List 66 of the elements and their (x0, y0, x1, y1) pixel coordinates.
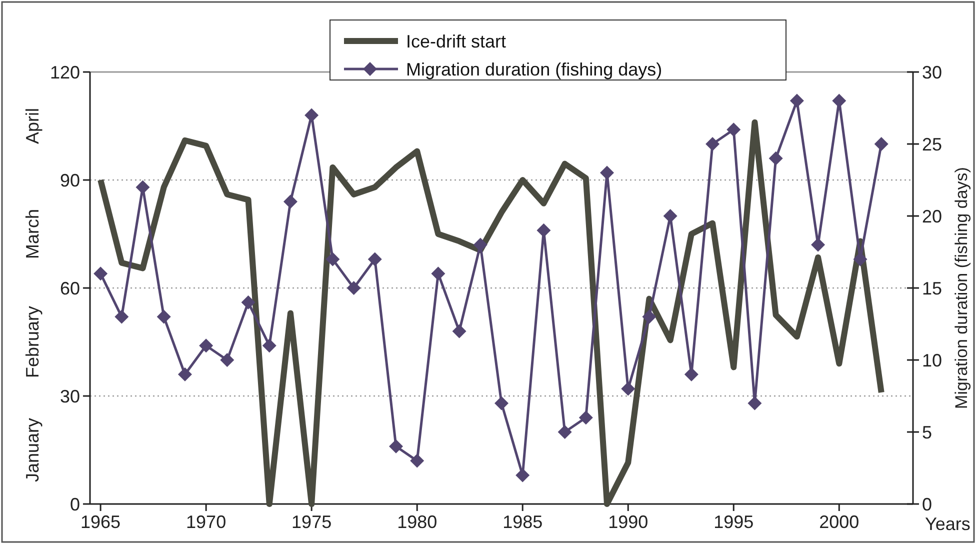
point (410, 454, 424, 468)
point (304, 108, 319, 122)
text: February (22, 306, 42, 378)
point (706, 137, 720, 151)
point (558, 425, 572, 439)
point (94, 266, 108, 281)
y-tick-label: 120 (50, 62, 80, 82)
x-tick-label: 1975 (292, 512, 332, 532)
y-tick-label: 30 (60, 386, 80, 406)
y2-tick-label: 5 (922, 422, 932, 442)
x-tick-label: 1965 (80, 512, 121, 532)
point (346, 281, 361, 295)
x-tick-label: 1980 (397, 512, 438, 532)
x-axis-title: Years (925, 514, 970, 534)
point (874, 137, 888, 151)
point (178, 367, 192, 382)
point (790, 94, 804, 108)
y2-tick-label: 30 (922, 62, 942, 82)
x-tick-label: 1990 (608, 512, 648, 532)
point (262, 338, 276, 353)
x-tick-label: 1985 (502, 512, 543, 532)
point (748, 396, 762, 410)
point (326, 252, 340, 266)
point (578, 410, 593, 425)
point (114, 310, 129, 324)
point (663, 209, 678, 223)
point (136, 180, 150, 194)
y-tick-label: 90 (60, 170, 80, 190)
point (452, 324, 466, 338)
y-tick-label: 0 (70, 494, 80, 514)
point (156, 310, 171, 324)
legend-label: Migration duration (fishing days) (406, 59, 662, 80)
y2-tick-label: 0 (922, 494, 932, 514)
point (494, 396, 508, 410)
y2-tick-label: 15 (922, 278, 942, 298)
point (473, 238, 488, 252)
point (283, 194, 298, 209)
legend-label: Ice-drift start (406, 31, 506, 52)
point (726, 122, 741, 137)
x-tick-label: 2000 (819, 512, 860, 532)
point (768, 151, 783, 166)
point (199, 338, 214, 353)
point (853, 252, 868, 266)
point (220, 353, 234, 367)
y2-tick-label: 10 (922, 350, 942, 370)
text: April (22, 108, 42, 144)
point (368, 252, 382, 266)
y-tick-label: 60 (60, 278, 80, 298)
y2-tick-label: 20 (922, 206, 942, 226)
point (431, 266, 446, 281)
text: March (22, 208, 42, 260)
y2-tick-label: 25 (922, 134, 942, 154)
x-tick-label: 1970 (186, 512, 226, 532)
x-tick-label: 1995 (714, 512, 754, 532)
point (832, 94, 846, 108)
y2-axis-title: Migration duration (fishing days) (952, 167, 971, 409)
point (684, 367, 698, 382)
point (811, 238, 826, 252)
point (388, 439, 403, 454)
text: January (22, 418, 42, 482)
point (642, 310, 656, 324)
point (536, 223, 551, 238)
point (516, 468, 530, 482)
point (621, 382, 636, 396)
point (241, 295, 256, 310)
point (600, 166, 614, 180)
